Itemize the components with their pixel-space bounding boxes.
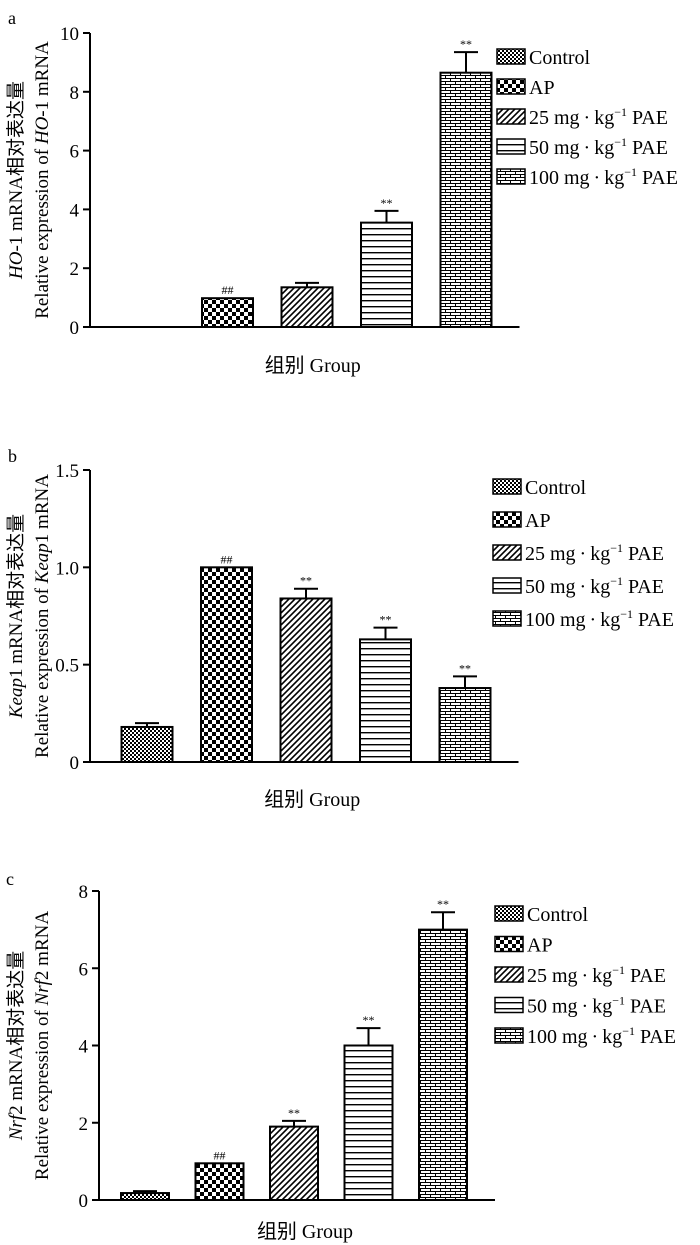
legend-swatch-4 bbox=[492, 577, 522, 594]
significance-mark: ** bbox=[381, 196, 393, 210]
y-tick-label: 4 bbox=[70, 200, 80, 221]
significance-mark: ** bbox=[460, 37, 472, 51]
legend-swatch-5 bbox=[496, 168, 526, 185]
legend-label-3: 25 mg · kg−1 PAE bbox=[527, 963, 666, 987]
chart-panel-b: b 0 0.5 1.0 1.5 ## ** ** ** Control AP 25 mg · kg−1… bbox=[5, 446, 674, 811]
bar-1 bbox=[120, 725, 174, 764]
legend-label-3: 25 mg · kg−1 PAE bbox=[529, 105, 668, 129]
y-tick-label: 0.5 bbox=[55, 656, 79, 677]
legend-label-2: AP bbox=[527, 935, 553, 957]
legend-swatch-2 bbox=[496, 78, 526, 95]
legend-label-5: 100 mg · kg−1 PAE bbox=[525, 607, 674, 631]
legend-swatch-5 bbox=[494, 1027, 524, 1044]
y-tick-label: 6 bbox=[70, 142, 80, 163]
x-axis-label: 组别 Group bbox=[257, 1220, 353, 1243]
bar-5 bbox=[418, 928, 468, 1201]
legend-label-1: Control bbox=[529, 47, 591, 69]
legend-swatch-2 bbox=[494, 935, 524, 953]
bar-3 bbox=[280, 286, 334, 328]
bar-3 bbox=[279, 597, 333, 763]
legend-label-2: AP bbox=[529, 77, 555, 99]
bar-4 bbox=[360, 221, 413, 329]
y-tick-label: 0 bbox=[70, 318, 80, 339]
legend-label-4: 50 mg · kg−1 PAE bbox=[529, 135, 668, 159]
y-axis-label-cn: HO-1 mRNA相对表达量 bbox=[5, 81, 27, 280]
legend-label-1: Control bbox=[527, 904, 589, 926]
significance-mark: ** bbox=[288, 1106, 300, 1120]
bar-2 bbox=[194, 1162, 245, 1202]
legend-label-5: 100 mg · kg−1 PAE bbox=[529, 165, 678, 189]
significance-mark: ** bbox=[380, 613, 392, 627]
y-tick-label: 0 bbox=[70, 753, 80, 774]
legend-label-5: 100 mg · kg−1 PAE bbox=[527, 1024, 676, 1048]
y-axis-label-en: Relative expression of Nrf2 mRNA bbox=[32, 911, 53, 1180]
y-axis-label-en: Relative expression of HO-1 mRNA bbox=[32, 41, 53, 319]
significance-mark: ** bbox=[459, 661, 471, 675]
y-tick-label: 2 bbox=[79, 1114, 89, 1135]
legend-label-1: Control bbox=[525, 477, 587, 499]
y-tick-label: 10 bbox=[60, 24, 79, 45]
y-axis-label-cn: Keap1 mRNA相对表达量 bbox=[5, 514, 27, 719]
significance-mark: ** bbox=[363, 1013, 375, 1027]
y-axis-label-cn: Nrf2 mRNA相对表达量 bbox=[5, 951, 27, 1142]
legend-swatch-4 bbox=[496, 138, 526, 155]
bar-2 bbox=[200, 566, 253, 763]
bar-2 bbox=[201, 297, 254, 328]
legend-swatch-1 bbox=[494, 905, 524, 922]
panel-label: b bbox=[8, 446, 17, 466]
bar-5 bbox=[438, 687, 492, 764]
legend-swatch-4 bbox=[494, 996, 524, 1014]
x-axis-label: 组别 Group bbox=[264, 788, 360, 811]
legend-swatch-3 bbox=[496, 108, 526, 125]
y-tick-label: 0 bbox=[79, 1191, 89, 1212]
legend-swatch-3 bbox=[494, 966, 524, 983]
significance-mark: ## bbox=[222, 283, 234, 297]
y-tick-label: 8 bbox=[79, 882, 89, 903]
legend-label-4: 50 mg · kg−1 PAE bbox=[525, 574, 664, 598]
legend-label-3: 25 mg · kg−1 PAE bbox=[525, 541, 664, 565]
x-axis-label: 组别 Group bbox=[265, 354, 361, 377]
y-tick-label: 4 bbox=[79, 1037, 89, 1058]
y-tick-label: 1.0 bbox=[55, 558, 79, 579]
significance-mark: ## bbox=[221, 552, 233, 566]
panel-label: a bbox=[8, 8, 16, 28]
y-axis-label-en: Relative expression of Keap1 mRNA bbox=[32, 474, 53, 758]
bar-4 bbox=[343, 1044, 394, 1201]
y-tick-label: 6 bbox=[79, 959, 89, 980]
bar-1 bbox=[120, 1192, 170, 1201]
y-tick-label: 2 bbox=[70, 259, 80, 280]
bar-3 bbox=[269, 1125, 319, 1202]
significance-mark: ** bbox=[437, 897, 449, 911]
panel-label: c bbox=[6, 869, 14, 889]
significance-mark: ## bbox=[214, 1148, 226, 1162]
legend-swatch-5 bbox=[492, 610, 522, 627]
y-tick-label: 8 bbox=[70, 83, 80, 104]
legend-swatch-1 bbox=[496, 48, 526, 65]
legend-swatch-1 bbox=[492, 478, 522, 495]
legend-label-2: AP bbox=[525, 510, 551, 532]
significance-mark: ** bbox=[300, 574, 312, 588]
bar-5 bbox=[439, 71, 493, 328]
legend-label-4: 50 mg · kg−1 PAE bbox=[527, 994, 666, 1018]
legend-swatch-3 bbox=[492, 544, 522, 561]
bar-4 bbox=[359, 638, 412, 763]
y-tick-label: 1.5 bbox=[55, 461, 79, 482]
chart-panel-a: a 0 2 4 6 8 10 ## ** ** Control AP 25 mg · kg−1 PAE 5… bbox=[5, 8, 678, 377]
legend-swatch-2 bbox=[492, 511, 522, 528]
chart-panel-c: c 0 2 4 6 8 ## ** ** ** Control AP 25 mg · kg−1 PAE 5… bbox=[5, 869, 676, 1243]
